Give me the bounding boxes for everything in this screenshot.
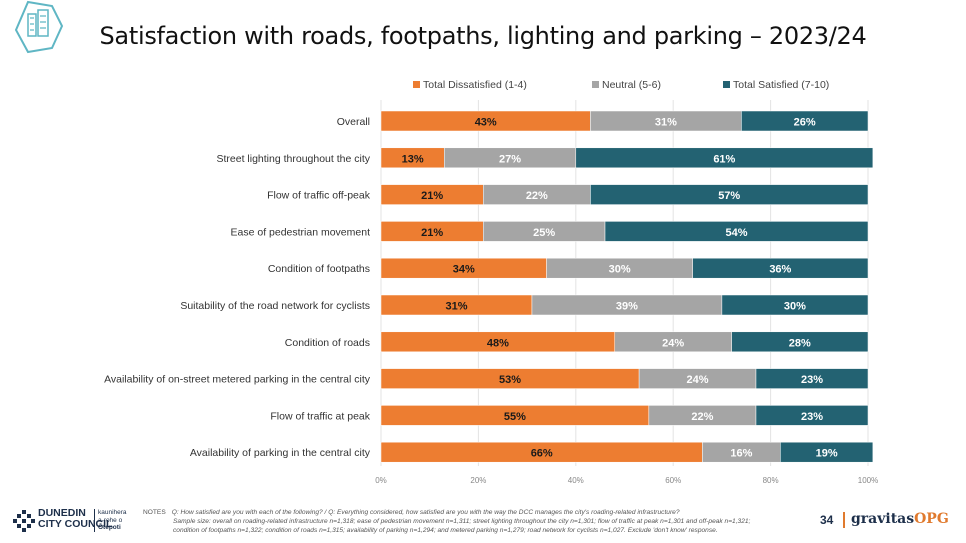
bar-segment-satisfied (590, 184, 869, 205)
category-label: Suitability of the road network for cycl… (180, 300, 370, 312)
category-label: Condition of roads (285, 337, 370, 349)
data-label-satisfied: 61% (713, 153, 735, 165)
data-label-satisfied: 23% (801, 411, 823, 423)
data-label-neutral: 31% (655, 117, 677, 129)
bar-segment-satisfied (755, 368, 869, 389)
x-tick-label: 60% (665, 476, 681, 485)
bar-segment-satisfied (755, 405, 869, 426)
council-maori-line2: a-rohe o (98, 516, 123, 524)
data-label-dissatisfied: 21% (421, 190, 443, 202)
data-label-neutral: 24% (687, 374, 709, 386)
data-label-dissatisfied: 66% (531, 448, 553, 460)
data-label-dissatisfied: 13% (402, 153, 424, 165)
data-label-satisfied: 54% (725, 227, 747, 239)
council-maori-name: kaunihera a-rohe o Ōtepoti (94, 509, 127, 532)
data-label-dissatisfied: 55% (504, 411, 526, 423)
data-label-neutral: 22% (526, 190, 548, 202)
category-label: Flow of traffic off-peak (267, 190, 371, 202)
data-label-satisfied: 23% (801, 374, 823, 386)
data-label-satisfied: 28% (789, 337, 811, 349)
notes-label: NOTES (143, 509, 166, 516)
legend-swatch-dissatisfied (413, 81, 420, 88)
notes-question: Q: How satisfied are you with each of th… (171, 509, 680, 516)
x-tick-label: 80% (763, 476, 779, 485)
x-tick-label: 20% (470, 476, 486, 485)
data-label-dissatisfied: 31% (445, 301, 467, 313)
legend-label-satisfied: Total Satisfied (7-10) (733, 79, 829, 91)
data-label-satisfied: 19% (816, 448, 838, 460)
bar-segment-satisfied (692, 257, 869, 279)
data-label-dissatisfied: 34% (453, 264, 475, 276)
data-label-neutral: 22% (691, 411, 713, 423)
data-label-dissatisfied: 48% (487, 337, 509, 349)
category-label: Flow of traffic at peak (270, 410, 370, 422)
data-label-neutral: 25% (533, 227, 555, 239)
bar-segment-satisfied (604, 221, 869, 242)
bar-segment-satisfied (731, 331, 869, 353)
data-label-neutral: 30% (609, 264, 631, 276)
category-label: Availability of on-street metered parkin… (104, 374, 371, 386)
council-name: DUNEDIN CITY COUNCIL (38, 508, 112, 530)
notes-sample-size: Sample size: overall on roading-related … (173, 518, 751, 525)
data-label-satisfied: 57% (718, 190, 740, 202)
legend-swatch-neutral (592, 81, 599, 88)
council-name-line2: CITY COUNCIL (38, 518, 113, 530)
council-maori-line1: kaunihera (98, 509, 127, 516)
x-tick-label: 100% (858, 476, 878, 485)
legend-label-neutral: Neutral (5-6) (602, 79, 661, 91)
council-maori-line3: Ōtepoti (98, 524, 121, 531)
legend-swatch-satisfied (723, 81, 730, 88)
bar-segment-satisfied (780, 441, 874, 463)
category-label: Overall (337, 116, 370, 128)
x-tick-label: 0% (375, 476, 387, 485)
x-tick-label: 40% (568, 476, 584, 485)
data-label-neutral: 39% (616, 301, 638, 313)
brand-logo: gravitasOPG (851, 511, 949, 527)
bar-segment-satisfied (575, 147, 874, 169)
notes-sample-size-cont: condition of footpaths n=1,322; conditio… (173, 527, 718, 534)
brand-divider (843, 512, 845, 528)
brand-suffix: OPG (914, 511, 949, 527)
notes: NOTES Q: How satisfied are you with each … (143, 508, 823, 535)
brand-main: gravitas (851, 511, 915, 527)
category-label: Condition of footpaths (268, 263, 370, 275)
dcc-corner-logo (8, 0, 68, 61)
data-label-satisfied: 36% (769, 264, 791, 276)
dcc-logo-icon (13, 510, 35, 532)
page-title: Satisfaction with roads, footpaths, ligh… (99, 22, 867, 50)
category-label: Street lighting throughout the city (216, 153, 370, 165)
data-label-dissatisfied: 53% (499, 374, 521, 386)
data-label-neutral: 27% (499, 153, 521, 165)
data-label-satisfied: 26% (794, 117, 816, 129)
category-label: Ease of pedestrian movement (231, 226, 371, 238)
data-label-neutral: 16% (730, 448, 752, 460)
data-label-satisfied: 30% (784, 301, 806, 313)
bar-segment-satisfied (721, 294, 869, 316)
page-number: 34 (820, 513, 834, 527)
data-label-dissatisfied: 21% (421, 227, 443, 239)
bar-segment-satisfied (741, 110, 869, 132)
data-label-neutral: 24% (662, 337, 684, 349)
data-label-dissatisfied: 43% (475, 117, 497, 129)
category-label: Availability of parking in the central c… (190, 447, 371, 459)
council-name-line1: DUNEDIN (38, 507, 86, 519)
legend-label-dissatisfied: Total Dissatisfied (1-4) (423, 79, 527, 91)
